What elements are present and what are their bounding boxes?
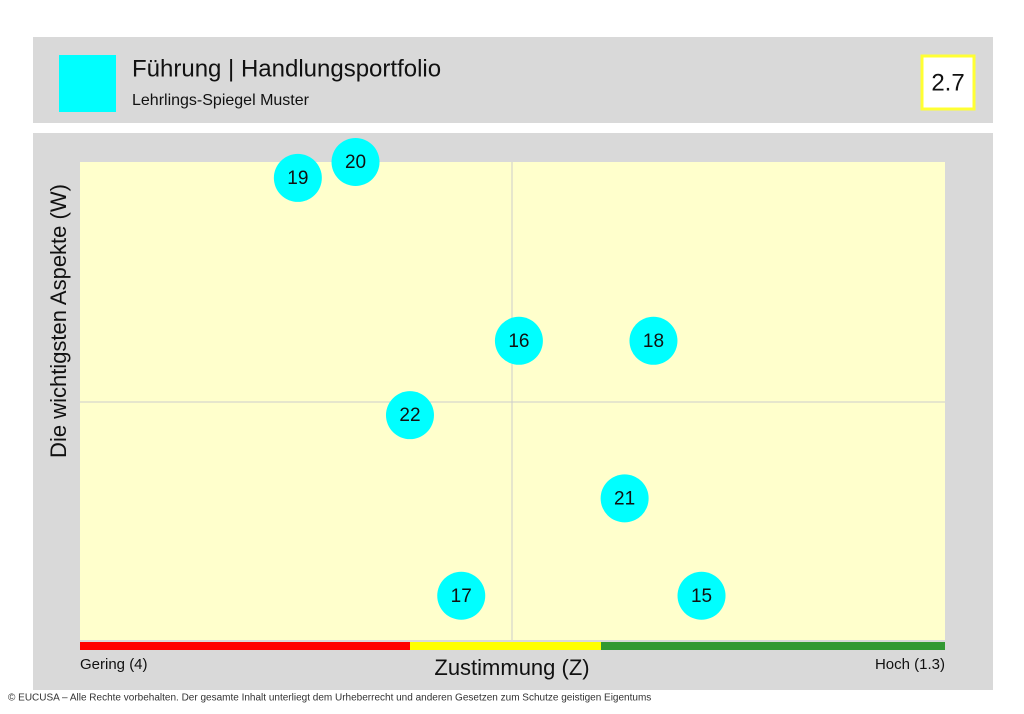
point-label: 21 [614,488,635,509]
x-high-label: Hoch (1.3) [875,656,945,673]
subtitle: Lehrlings-Spiegel Muster [132,92,310,109]
point [600,474,649,523]
point [273,153,322,202]
x-axis-label: Zustimmung (Z) [434,655,589,680]
badge [920,54,976,111]
x-low-label: Gering (4) [80,656,148,673]
point-label: 15 [691,586,712,607]
point-label: 18 [643,331,664,352]
point-label: 16 [508,331,529,352]
point-label: 19 [287,168,308,189]
badge-text: 2.7 [931,69,964,96]
point-label: 20 [345,152,366,173]
scale-yellow [410,642,601,650]
title: Führung | Handlungsportfolio [132,55,441,82]
footer: © EUCUSA – Alle Rechte vorbehalten. Der … [8,693,651,704]
header-bar [33,37,993,123]
scale-red [80,642,410,650]
point [494,316,543,365]
point [629,316,678,365]
header-icon [59,55,116,112]
point-label: 22 [399,405,420,426]
y-axis-label: Die wichtigsten Aspekte (W) [46,184,71,458]
point [385,391,434,440]
point [677,571,726,620]
point [331,138,380,186]
point-label: 17 [451,586,472,607]
point [437,571,486,620]
scale-green [601,642,945,650]
